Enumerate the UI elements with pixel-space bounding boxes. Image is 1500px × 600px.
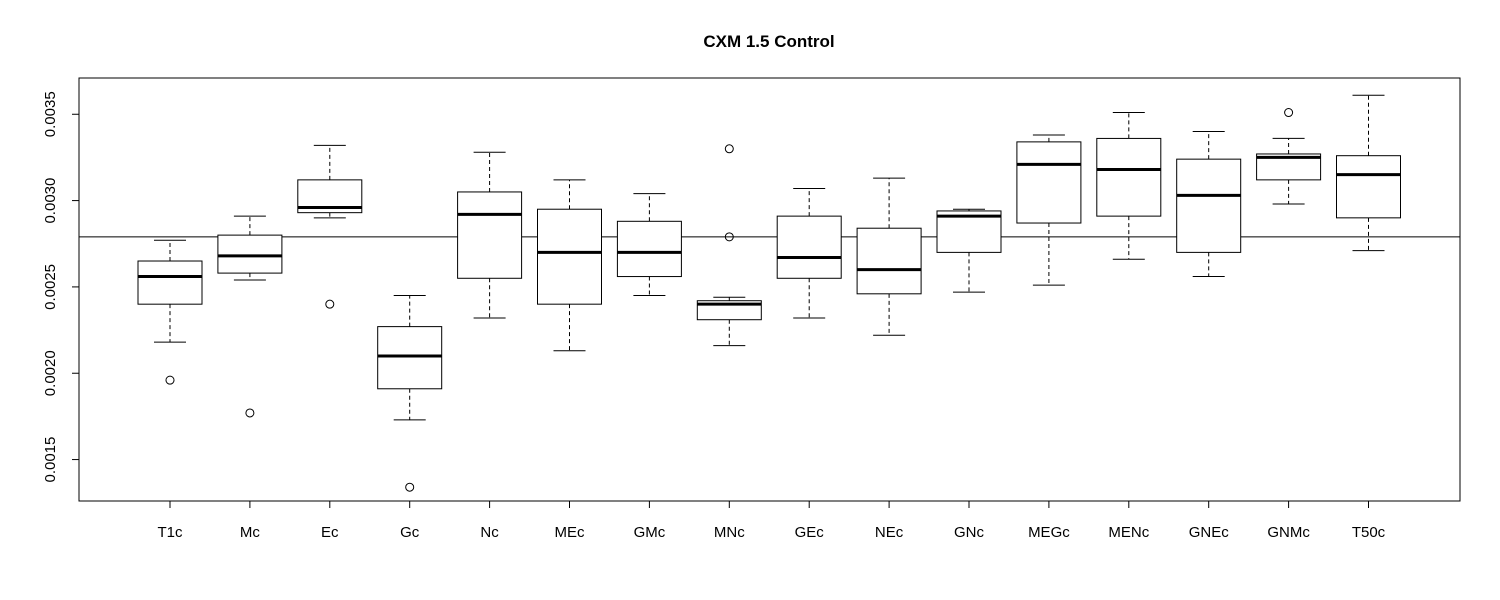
box-t1c xyxy=(137,239,203,385)
box-gc xyxy=(377,295,443,492)
box-nec xyxy=(856,177,922,336)
outlier-point xyxy=(325,299,335,309)
outlier-point xyxy=(405,482,415,492)
box-gmc xyxy=(616,193,682,297)
box-mnc xyxy=(696,144,762,347)
chart-title: CXM 1.5 Control xyxy=(703,32,834,51)
y-tick-label: 0.0035 xyxy=(42,91,59,137)
x-tick-label: GNEc xyxy=(1189,524,1230,541)
box-rect xyxy=(137,260,203,305)
outlier-point xyxy=(724,232,734,242)
box-rect xyxy=(1016,141,1082,224)
x-tick-label: GMc xyxy=(634,524,666,541)
plot-frame xyxy=(78,77,1461,502)
box-rect xyxy=(217,234,283,274)
x-tick-label: MENc xyxy=(1108,524,1149,541)
box-nc xyxy=(457,151,523,319)
outlier-point xyxy=(165,375,175,385)
box-rect xyxy=(1176,158,1242,253)
box-rect xyxy=(936,210,1002,253)
box-gec xyxy=(776,187,842,319)
x-tick-label: MEGc xyxy=(1028,524,1070,541)
x-tick-label: MEc xyxy=(555,524,586,541)
y-tick-label: 0.0020 xyxy=(42,350,59,396)
box-gnec xyxy=(1176,131,1242,278)
box-mec xyxy=(537,179,602,352)
x-tick-label: T1c xyxy=(157,524,183,541)
y-tick-label: 0.0015 xyxy=(42,437,59,483)
box-rect xyxy=(1336,155,1401,219)
x-axis: T1c Mc Ec Gc Nc MEc GMc MNc GEc NEc GNc MEGc MENc GNE… xyxy=(157,500,1386,541)
y-tick-label: 0.0030 xyxy=(42,178,59,224)
box-rect xyxy=(377,326,443,390)
box-rect xyxy=(616,220,682,278)
box-gnmc xyxy=(1256,108,1322,205)
x-tick-label: Ec xyxy=(321,524,339,541)
x-tick-label: Gc xyxy=(400,524,420,541)
box-t50c xyxy=(1336,94,1401,252)
box-rect xyxy=(1096,137,1162,217)
box-rect xyxy=(537,208,602,305)
box-megc xyxy=(1016,134,1082,286)
x-tick-label: NEc xyxy=(875,524,904,541)
box-ec xyxy=(297,144,363,309)
x-tick-label: GNMc xyxy=(1267,524,1310,541)
x-tick-label: GEc xyxy=(795,524,825,541)
x-tick-label: Nc xyxy=(480,524,499,541)
x-tick-label: GNc xyxy=(954,524,985,541)
x-tick-label: Mc xyxy=(240,524,260,541)
box-rect xyxy=(776,215,842,279)
boxes-group xyxy=(137,94,1401,492)
box-rect xyxy=(856,227,922,295)
outlier-point xyxy=(245,408,255,418)
box-rect xyxy=(457,191,523,279)
x-tick-label: T50c xyxy=(1352,524,1386,541)
outlier-point xyxy=(1284,108,1294,118)
box-gnc xyxy=(936,208,1002,293)
box-mc xyxy=(217,215,283,418)
box-menc xyxy=(1096,112,1162,260)
outlier-point xyxy=(724,144,734,154)
x-tick-label: MNc xyxy=(714,524,745,541)
y-axis: 0.0015 0.0020 0.0025 0.0030 0.0035 xyxy=(42,91,80,483)
y-tick-label: 0.0025 xyxy=(42,264,59,310)
